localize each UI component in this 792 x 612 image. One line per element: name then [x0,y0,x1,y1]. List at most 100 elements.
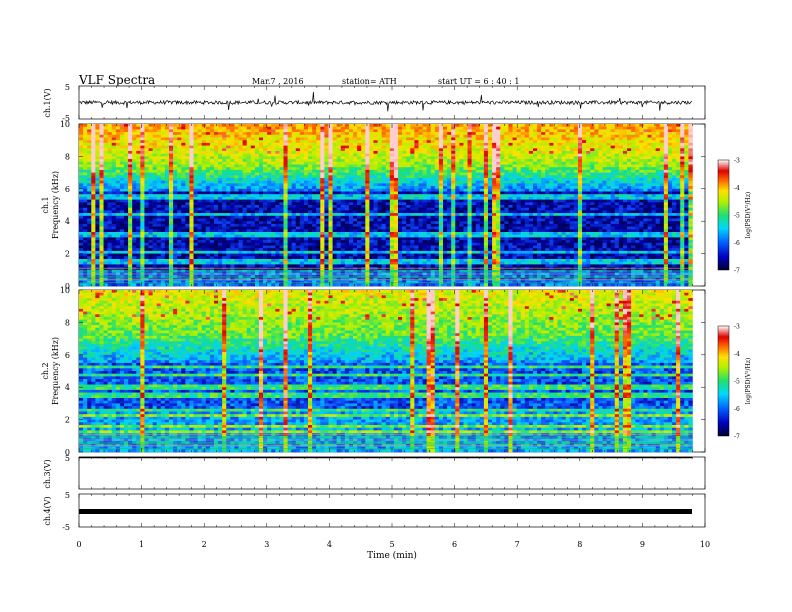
spectrogram-cell [377,153,382,157]
spectrogram-cell [545,178,550,181]
spectrogram-cell [471,175,477,179]
spectrogram-cell [267,210,272,214]
spectrogram-cell [410,191,415,195]
spectrogram-cell [353,167,358,171]
spectrogram-cell [414,161,419,165]
spectrogram-cell [504,167,509,171]
spectrogram-cell [132,183,137,187]
spectrogram-cell [299,202,305,206]
spectrogram-cell [279,148,284,152]
spectrogram-cell [667,175,673,179]
spectrogram-cell [512,126,517,130]
spectrogram-cell [209,178,215,181]
spectrogram-cell [303,159,309,163]
spectrogram-cell [467,148,472,152]
spectrogram-cell [647,148,652,152]
spectrogram-cell [238,159,243,163]
spectrogram-cell [667,161,673,165]
spectrogram-cell [569,205,575,208]
spectrogram-cell [643,167,648,171]
spectrogram-cell [299,134,305,138]
spectrogram-cell [594,167,599,171]
spectrogram-cell [189,159,194,163]
spectrogram-cell [672,159,677,163]
spectrogram-cell [537,178,542,181]
spectrogram-cell [606,175,611,179]
spectrogram-cell [688,164,693,168]
spectrogram-cell [475,151,481,154]
spectrogram-cell [365,126,370,130]
spectrogram-cell [201,126,207,130]
spectrogram-cell [87,175,92,179]
spectrogram-cell [222,167,227,171]
spectrogram-cell [123,194,129,198]
spectrogram-cell [463,153,468,157]
spectrogram-cell [83,191,88,195]
spectrogram-cell [111,178,117,181]
spectrogram-cell [136,142,141,146]
spectrogram-cell [283,207,288,211]
spectrogram-cell [226,124,231,127]
spectrogram-cell [173,175,178,179]
spectrogram-cell [398,202,403,206]
spectrogram-cell [226,134,231,138]
spectrogram-cell [537,205,542,208]
spectrogram-cell [651,191,656,195]
spectrogram-cell [115,180,121,184]
spectrogram-cell [177,207,182,211]
spectrogram-cell [320,148,325,152]
spectrogram-cell [422,169,427,173]
spectrogram-cell [663,183,669,187]
spectrogram-cell [83,134,88,138]
spectrogram-cell [447,196,452,200]
spectrogram-cell [541,194,546,198]
spectrogram-cell [475,183,481,187]
spectrogram-cell [463,132,468,136]
spectrogram-cell [258,183,264,187]
spectrogram-cell [136,132,141,136]
spectrogram-cell [467,178,472,181]
spectrogram-cell [132,142,137,146]
spectrogram-cell [95,172,100,176]
spectrogram-cell [422,132,427,136]
spectrogram-cell [164,126,170,130]
spectrogram-cell [483,159,489,163]
spectrogram-cell [87,210,92,214]
spectrogram-cell [168,175,174,179]
spectrogram-cell [651,167,656,171]
spectrogram-cell [353,194,358,198]
spectrogram-cell [299,180,305,184]
spectrogram-cell [136,124,141,127]
spectrogram-cell [283,145,288,149]
spectrogram-cell [672,191,677,195]
spectrogram-cell [663,191,669,195]
spectrogram-cell [320,140,325,144]
spectrogram-cell [283,169,288,173]
spectrogram-cell [455,156,460,160]
spectrogram-cell [361,159,366,163]
spectrogram-cell [651,202,656,206]
spectrogram-cell [451,124,456,127]
spectrogram-cell [627,169,632,173]
spectrogram-cell [622,183,628,187]
spectrogram-cell [189,164,194,168]
spectrogram-cell [385,148,391,152]
spectrogram-cell [369,164,374,168]
spectrogram-cell [635,169,640,173]
spectrogram-cell [483,178,489,181]
spectrogram-cell [83,161,88,165]
spectrogram-cell [528,207,534,211]
spectrogram-cell [103,137,108,141]
spectrogram-cell [320,205,325,208]
spectrogram-cell [561,194,566,198]
spectrogram-cell [111,145,117,149]
spectrogram-cell [193,186,198,190]
spectrogram-cell [263,151,268,154]
spectrogram-cell [549,129,554,133]
spectrogram-cell [561,196,566,200]
spectrogram-cell [123,175,129,179]
spectrogram-cell [173,126,178,130]
spectrogram-cell [365,156,370,160]
spectrogram-cell [618,164,624,168]
spectrogram-cell [635,191,640,195]
